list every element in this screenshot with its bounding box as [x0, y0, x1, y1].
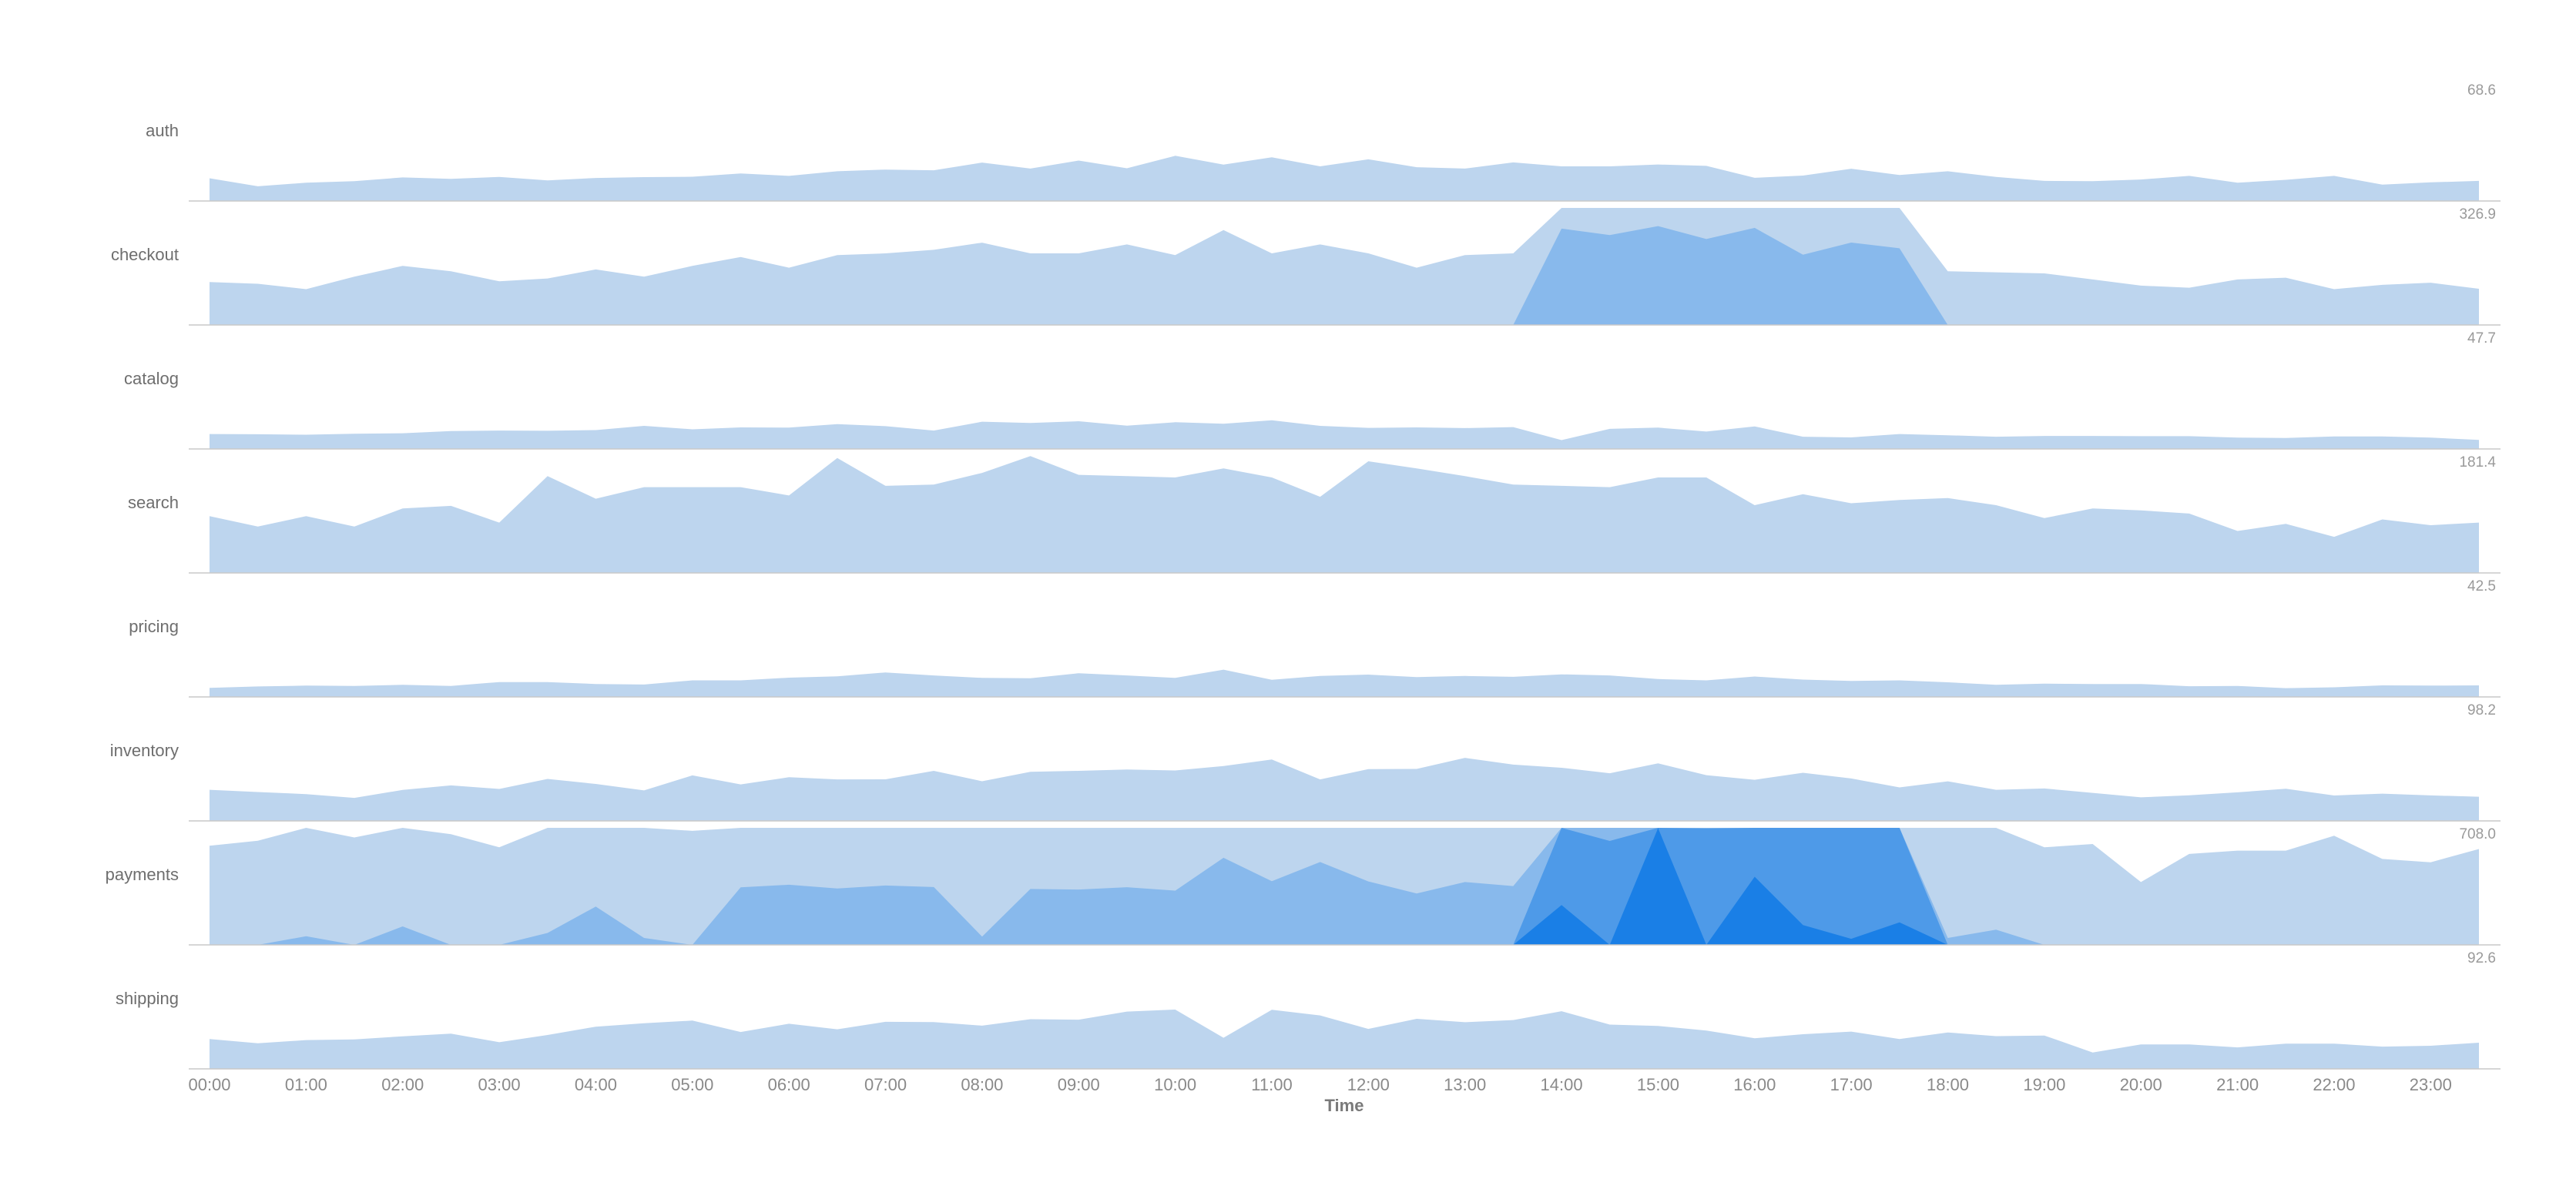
band-1-area: [210, 456, 2479, 573]
row-max-label: 92.6: [2467, 950, 2496, 966]
x-tick-label: 14:00: [1541, 1075, 1583, 1094]
row-label: shipping: [116, 989, 179, 1008]
x-tick-label: 06:00: [768, 1075, 810, 1094]
row-bands: [210, 208, 2479, 325]
x-tick-label: 00:00: [188, 1075, 230, 1094]
x-tick-label: 23:00: [2410, 1075, 2452, 1094]
row-max-label: 98.2: [2467, 702, 2496, 718]
row-max-label: 708.0: [2459, 826, 2496, 842]
x-tick-label: 04:00: [575, 1075, 617, 1094]
row-pricing: pricing 42.5: [129, 578, 2501, 698]
row-bands: [210, 758, 2479, 821]
x-tick-label: 19:00: [2023, 1075, 2065, 1094]
row-label: checkout: [111, 245, 179, 264]
row-bands: [210, 156, 2479, 201]
band-2-area: [210, 226, 2479, 325]
row-label: payments: [106, 865, 179, 884]
x-tick-label: 16:00: [1733, 1075, 1776, 1094]
row-max-label: 326.9: [2459, 206, 2496, 223]
x-tick-label: 02:00: [381, 1075, 424, 1094]
row-max-label: 181.4: [2459, 454, 2496, 471]
x-tick-label: 11:00: [1251, 1075, 1292, 1094]
x-axis: 00:00 01:00 02:00 03:00 04:00 05:00 06:00 07:00…: [188, 1075, 2451, 1094]
band-1-area: [210, 669, 2479, 697]
row-catalog: catalog 47.7: [124, 330, 2501, 450]
x-tick-label: 09:00: [1058, 1075, 1100, 1094]
row-checkout: checkout 326.9: [111, 206, 2501, 326]
x-tick-label: 03:00: [478, 1075, 521, 1094]
row-max-label: 47.7: [2467, 330, 2496, 347]
x-tick-label: 01:00: [285, 1075, 327, 1094]
row-label: pricing: [129, 617, 179, 636]
row-inventory: inventory 98.2: [110, 702, 2501, 822]
row-bands: [210, 1010, 2479, 1069]
row-bands: [210, 669, 2479, 697]
row-shipping: shipping 92.6: [116, 950, 2501, 1070]
x-tick-label: 13:00: [1444, 1075, 1486, 1094]
x-tick-label: 20:00: [2120, 1075, 2162, 1094]
row-max-label: 42.5: [2467, 578, 2496, 594]
x-axis-title: Time: [1325, 1096, 1364, 1115]
row-auth: auth 68.6: [146, 82, 2501, 202]
x-tick-label: 17:00: [1830, 1075, 1873, 1094]
row-bands: [210, 420, 2479, 449]
row-bands: [210, 456, 2479, 573]
row-label: inventory: [110, 741, 179, 760]
x-tick-label: 12:00: [1347, 1075, 1390, 1094]
band-1-area: [210, 420, 2479, 449]
x-tick-label: 08:00: [961, 1075, 1003, 1094]
row-search: search 181.4: [128, 454, 2501, 574]
x-tick-label: 10:00: [1154, 1075, 1196, 1094]
row-max-label: 68.6: [2467, 82, 2496, 99]
x-tick-label: 15:00: [1637, 1075, 1679, 1094]
row-payments: payments 708.0: [106, 826, 2501, 946]
x-tick-label: 18:00: [1927, 1075, 1969, 1094]
row-bands: [210, 828, 2479, 945]
x-tick-label: 07:00: [864, 1075, 907, 1094]
x-tick-label: 22:00: [2313, 1075, 2355, 1094]
chart-rows: auth 68.6 checkout 326.9 catalog 47.7 search 18…: [106, 82, 2501, 1070]
x-tick-label: 05:00: [671, 1075, 713, 1094]
band-1-area: [210, 1010, 2479, 1069]
row-label: search: [128, 493, 179, 512]
band-1-area: [210, 156, 2479, 201]
band-1-area: [210, 758, 2479, 821]
x-tick-label: 21:00: [2216, 1075, 2259, 1094]
band-3-area: [210, 828, 2479, 945]
band-1-area: [210, 208, 2479, 325]
row-label: catalog: [124, 369, 179, 388]
row-label: auth: [146, 121, 179, 140]
